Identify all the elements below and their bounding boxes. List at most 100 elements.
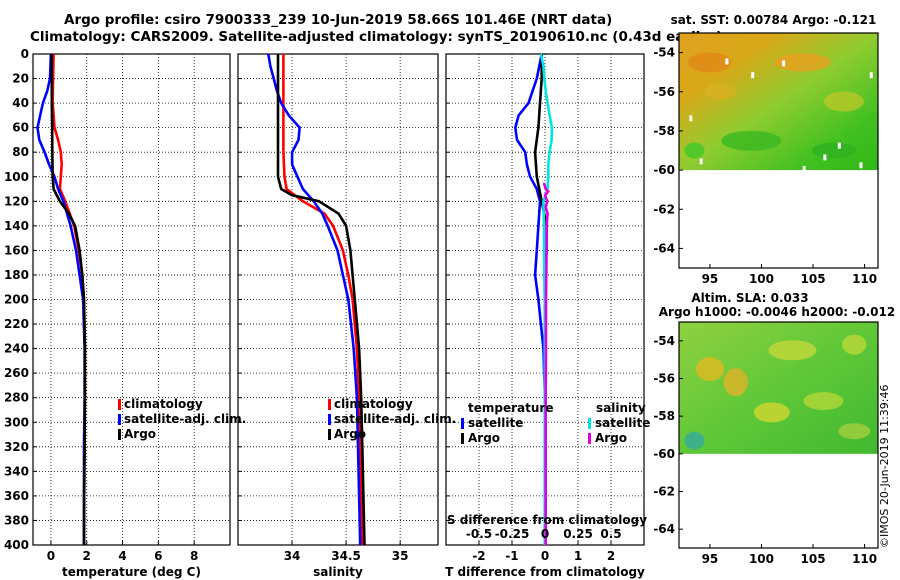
y-tick-label: 100 (4, 170, 29, 184)
map-texture (721, 130, 782, 151)
y-tick-label: 320 (4, 440, 29, 454)
map-texture (753, 402, 790, 423)
legend-swatch-temp-argo (461, 433, 464, 444)
legend-label-argo: Argo (124, 427, 156, 441)
map-texture (684, 142, 705, 159)
map-texture (695, 357, 724, 382)
x-tick-label: 6 (154, 549, 162, 563)
y-tick-label: 0 (21, 47, 29, 61)
map-missing-data (837, 142, 841, 149)
map-y-tick-label: -54 (653, 46, 675, 60)
legend-swatch-satellite (328, 414, 331, 425)
map-missing-data (782, 60, 786, 67)
x-top-tick-label: -0.25 (495, 527, 530, 541)
y-tick-label: 340 (4, 464, 29, 478)
map-y-tick-label: -58 (653, 409, 675, 423)
map-panel-2: 95 100 105 110 -54 -56 -58 -60 -62 -64 Altim. SLA:… (653, 291, 895, 566)
map-subtitle: Argo h1000: -0.0046 h2000: -0.012 (659, 305, 895, 319)
x-tick-label: 4 (118, 549, 126, 563)
y-tick-label: 280 (4, 391, 29, 405)
y-tick-label: 260 (4, 366, 29, 380)
map-missing-data (823, 154, 827, 161)
map-y-tick-label: -62 (653, 485, 675, 499)
series-line-satellite-adj-clim- (267, 53, 362, 546)
x-top-tick-label: 0 (541, 527, 549, 541)
map-texture (823, 91, 864, 112)
map-texture (838, 423, 871, 440)
x-top-axis-label: S difference from climatology (447, 513, 647, 527)
panel-frame (32, 53, 231, 546)
y-tick-label: 300 (4, 415, 29, 429)
map-texture (723, 368, 748, 397)
panel-2: 34 34.5 35 salinity (237, 53, 439, 579)
x-tick-label: 1 (574, 549, 582, 563)
watermark: ©IMOS 20-Jun-2019 11:39:46 (878, 384, 891, 548)
map-texture (687, 52, 732, 73)
x-tick-label: 34.5 (331, 549, 361, 563)
map-title: Altim. SLA: 0.033 (691, 291, 808, 305)
legend-swatch-sal-argo (588, 433, 591, 444)
legend-label-sal-argo: Argo (595, 431, 627, 445)
x-tick-label: 2 (83, 549, 91, 563)
legend-swatch-climatology (328, 399, 331, 410)
map-x-tick-label: 100 (749, 272, 774, 286)
legend-swatch-climatology (118, 399, 121, 410)
panel-3: -2 -1 0 1 2 T difference from climatology -0.5… (445, 53, 647, 579)
map-title: sat. SST: 0.00784 Argo: -0.121 (671, 13, 877, 27)
x-axis-label: temperature (deg C) (62, 565, 201, 579)
map-x-tick-label: 105 (801, 552, 826, 566)
x-axis-label: salinity (313, 565, 363, 579)
map-y-tick-label: -56 (653, 85, 675, 99)
y-tick-label: 140 (4, 219, 29, 233)
map-frame (678, 32, 879, 269)
panel-1: 0204060801001201401601802002202402602803… (4, 47, 231, 579)
series-line-argo (276, 54, 366, 546)
map-y-tick-label: -64 (653, 241, 675, 255)
y-tick-label: 180 (4, 268, 29, 282)
x-top-tick-label: 0.25 (563, 527, 593, 541)
y-tick-label: 80 (12, 145, 29, 159)
map-x-tick-label: 100 (749, 552, 774, 566)
legend-label-temp-satellite: satellite (468, 416, 523, 430)
x-tick-label: 2 (607, 549, 615, 563)
map-texture (774, 53, 831, 72)
x-tick-label: 8 (190, 549, 198, 563)
map-y-tick-label: -60 (653, 163, 675, 177)
map-y-tick-label: -62 (653, 202, 675, 216)
legend-swatch-sal-satellite (588, 418, 591, 429)
map-y-tick-label: -64 (653, 522, 675, 536)
legend-swatch-temp-satellite (461, 418, 464, 429)
y-tick-label: 380 (4, 513, 29, 527)
map-texture (768, 340, 817, 361)
map-frame (678, 321, 879, 549)
series-line-climatology (282, 54, 364, 546)
legend-label-climatology: climatology (124, 397, 203, 411)
x-tick-label: 34 (284, 549, 301, 563)
x-tick-label: -1 (505, 549, 518, 563)
x-axis-label: T difference from climatology (445, 565, 645, 579)
y-tick-label: 40 (12, 96, 29, 110)
title-line-1: Argo profile: csiro 7900333_239 10-Jun-2… (64, 12, 613, 28)
x-tick-label: -2 (472, 549, 485, 563)
map-texture (684, 431, 705, 450)
series-line-salinity-argo (542, 182, 550, 545)
x-top-tick-label: -0.5 (466, 527, 492, 541)
map-missing-data (699, 158, 703, 165)
series-line-argo (50, 54, 87, 546)
x-tick-label: 0 (47, 549, 55, 563)
map-missing-data (869, 72, 873, 79)
map-missing-data (751, 72, 755, 79)
y-tick-label: 200 (4, 293, 29, 307)
legend-label-satellite: satellite-adj. clim. (124, 412, 246, 426)
legend-label-temp-argo: Argo (468, 431, 500, 445)
y-tick-label: 120 (4, 194, 29, 208)
y-tick-label: 400 (4, 538, 29, 552)
legend-swatch-argo (328, 429, 331, 440)
map-y-tick-label: -56 (653, 372, 675, 386)
legend-label-sal-satellite: satellite (595, 416, 650, 430)
map-missing-data (802, 166, 806, 173)
x-tick-label: 35 (392, 549, 409, 563)
legend-label-satellite: satellite-adj. clim. (334, 412, 456, 426)
map-missing-data (725, 58, 729, 65)
